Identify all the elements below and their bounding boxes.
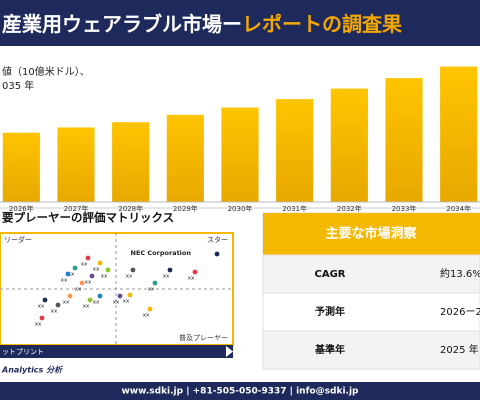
player-label: xx	[163, 274, 170, 280]
footer-bar	[0, 382, 480, 400]
bar	[57, 127, 95, 202]
player-dot	[130, 267, 136, 273]
player-dot	[147, 306, 153, 312]
header-title: 産業用ウェアラブル市場ーレポートの調査果	[2, 12, 402, 36]
chart-subtitle: 035 年	[2, 79, 34, 92]
footer: www.sdki.jp | +81-505-050-9337 | info@sd…	[121, 387, 359, 397]
player-label: xx	[101, 274, 108, 280]
player-dot	[214, 251, 220, 257]
player-dot	[79, 280, 85, 286]
axis-arrow	[226, 346, 233, 357]
source: Analytics 分析	[1, 366, 64, 375]
player-label: xx	[83, 304, 90, 310]
player-label: xx	[38, 304, 45, 310]
player-label: xx	[123, 299, 130, 305]
quadrant-label: リーダー	[4, 235, 32, 244]
header-bar	[0, 0, 480, 46]
axis-bar	[0, 345, 233, 358]
player-label: xx	[35, 322, 42, 328]
x-tick-label: 2028年	[118, 204, 143, 213]
bar	[221, 107, 259, 202]
x-tick-label: 2027年	[64, 204, 89, 213]
axis-label: ットプリント	[2, 348, 44, 356]
player-dot	[55, 302, 61, 308]
player-dot	[85, 255, 91, 261]
x-tick-label: 2034年	[446, 204, 471, 213]
matrix-title: 要プレーヤーの評価マトリックス	[2, 211, 174, 225]
player-label: xx	[148, 287, 155, 293]
player-dot	[152, 280, 158, 286]
player-label: xx	[143, 313, 150, 319]
bar	[440, 66, 478, 202]
x-tick-label: 2032年	[337, 204, 362, 213]
player-dot	[167, 267, 173, 273]
player-label: xx	[93, 300, 100, 306]
player-label: xx	[188, 276, 195, 282]
bar	[2, 132, 40, 202]
x-tick-label: 2029年	[173, 204, 198, 213]
findings-key: 基準年	[314, 343, 345, 356]
player-label: xx	[51, 309, 58, 315]
findings-key: CAGR	[315, 269, 346, 280]
bar	[276, 99, 314, 202]
player-label: xx	[63, 300, 70, 306]
player-label: xx	[68, 272, 75, 278]
findings-header	[263, 213, 480, 255]
title-white: 産業用ウェアラブル市場ー	[2, 12, 242, 36]
player-label: NEC Corporation	[131, 249, 192, 257]
bar	[166, 114, 204, 202]
player-label: xx	[93, 267, 100, 273]
player-label: xx	[61, 278, 68, 284]
x-tick-label: 2026年	[9, 204, 34, 213]
player-label: xx	[113, 300, 120, 306]
player-dot	[65, 271, 71, 277]
findings-value: 2025 年	[440, 343, 479, 356]
player-dot	[89, 273, 95, 279]
quadrant-label: 普及プレーヤー	[179, 333, 228, 342]
findings-key: 予測年	[315, 305, 345, 318]
findings-row	[262, 292, 480, 332]
player-dot	[105, 267, 111, 273]
findings-value: 2026ー2035	[440, 307, 480, 318]
player-dot	[97, 293, 103, 299]
findings-value: 約13.6%	[440, 267, 480, 280]
title-orange: レポートの調査果	[242, 12, 402, 36]
findings-row	[262, 330, 480, 370]
x-tick-label: 2033年	[392, 204, 417, 213]
player-label: xx	[126, 274, 133, 280]
player-dot	[127, 292, 133, 298]
player-label: xx	[81, 262, 88, 268]
bar	[385, 78, 423, 202]
player-dot	[67, 293, 73, 299]
x-tick-label: 2030年	[228, 204, 253, 213]
player-dot	[117, 293, 123, 299]
player-dot	[72, 265, 78, 271]
findings-row	[262, 254, 480, 294]
x-tick-label: 2031年	[282, 204, 307, 213]
player-label: xx	[85, 280, 92, 286]
quadrant-label: スター	[207, 235, 228, 244]
bar	[112, 122, 150, 202]
player-label: xx	[75, 287, 82, 293]
player-dot	[42, 297, 48, 303]
findings-title: 主要な市場洞察	[325, 226, 417, 242]
bar	[330, 88, 368, 202]
player-dot	[192, 269, 198, 275]
player-dot	[39, 315, 45, 321]
player-dot	[97, 260, 103, 266]
chart-subtitle: 値（10億米ドル）、	[2, 65, 90, 78]
player-dot	[87, 297, 93, 303]
